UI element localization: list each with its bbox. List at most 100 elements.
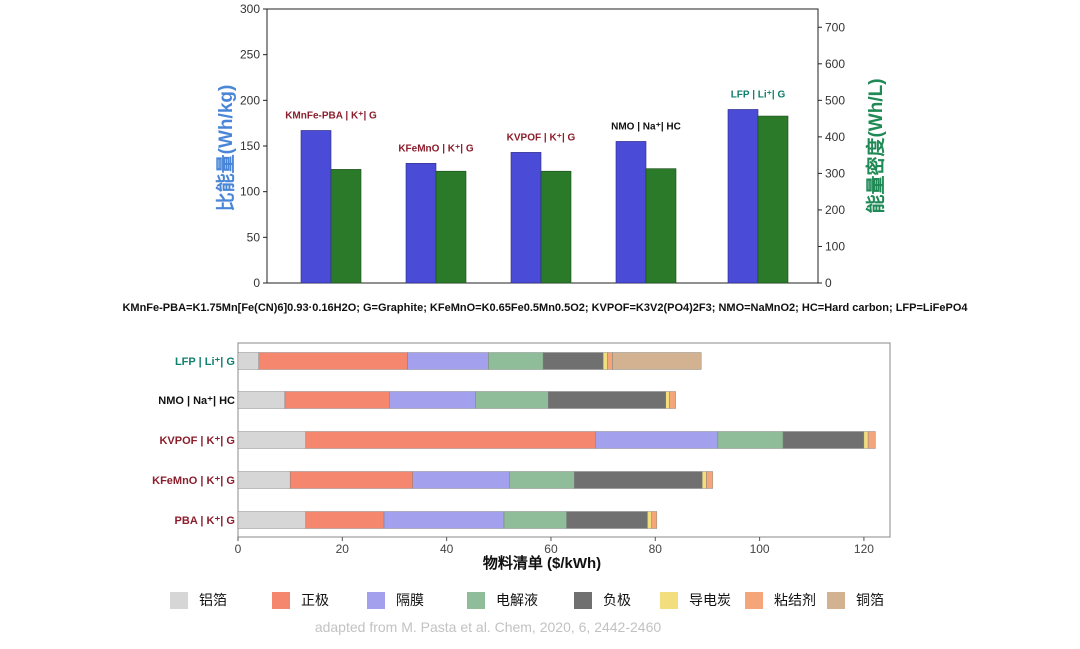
y2-tick-label: 100 — [825, 239, 845, 253]
stack-segment — [488, 352, 544, 370]
stack-segment — [782, 431, 865, 449]
stack-segment — [237, 511, 307, 529]
footnote: KMnFe-PBA=K1.75Mn[Fe(CN)6]0.93·0.16H2O; … — [122, 302, 968, 314]
y-tick-label: 300 — [240, 2, 260, 16]
category-label: KMnFe-PBA | K⁺| G — [285, 110, 377, 121]
category-label: PBA | K⁺| G — [175, 515, 235, 527]
x-tick-label: 80 — [649, 542, 663, 556]
y2-tick-label: 400 — [825, 130, 845, 144]
bar-energy-density — [330, 169, 362, 284]
x-tick-label: 0 — [235, 542, 242, 556]
y-tick-label: 100 — [240, 185, 260, 199]
stack-segment — [647, 511, 652, 529]
credit-text: adapted from M. Pasta et al. Chem, 2020,… — [315, 619, 662, 635]
bar-specific-energy — [510, 152, 542, 284]
stack-segment — [475, 391, 549, 409]
legend-label: 铜箔 — [856, 592, 884, 608]
y-tick-label: 200 — [240, 93, 260, 107]
stack-segment — [669, 391, 676, 409]
legend-label: 负极 — [603, 592, 631, 608]
y-tick-label: 150 — [240, 139, 260, 153]
y2-tick-label: 200 — [825, 203, 845, 217]
legend-swatch — [367, 592, 385, 609]
stack-segment — [503, 511, 567, 529]
stack-segment — [574, 471, 703, 489]
y2-tick-label: 600 — [825, 57, 845, 71]
stack-segment — [237, 471, 291, 489]
stack-segment — [258, 352, 408, 370]
stack-segment — [237, 391, 286, 409]
y2-tick-label: 500 — [825, 93, 845, 107]
stack-segment — [706, 471, 713, 489]
stack-segment — [389, 391, 476, 409]
category-label: KVPOF | K⁺| G — [507, 132, 576, 143]
cost-chart: 0 20 40 60 80 100 120 物料清单 ($/kWh) LFP | Li⁺| G N… — [152, 342, 891, 572]
stack-segment — [612, 352, 702, 370]
legend-label: 隔膜 — [396, 592, 424, 608]
stack-segment — [509, 471, 575, 489]
category-label: NMO | Na⁺| HC — [158, 395, 235, 407]
y2-axis-label: 能量密度(Wh/L) — [864, 78, 887, 213]
category-label: KFeMnO | K⁺| G — [152, 475, 235, 487]
x-tick-label: 20 — [336, 542, 350, 556]
bar-energy-density — [645, 168, 677, 284]
y2-tick-label: 300 — [825, 166, 845, 180]
stack-segment — [566, 511, 648, 529]
legend: 铝箔 正极 隔膜 电解液 负极 导电炭 粘结剂 铜箔 — [170, 592, 884, 609]
bar-specific-energy — [405, 163, 437, 284]
stack-segment — [383, 511, 505, 529]
y2-tick-label: 700 — [825, 20, 845, 34]
stack-segment — [284, 391, 390, 409]
stack-segment — [305, 511, 385, 529]
bar-energy-density — [435, 170, 467, 284]
category-label: KFeMnO | K⁺| G — [398, 143, 474, 154]
legend-swatch — [272, 592, 290, 609]
legend-label: 导电炭 — [689, 592, 731, 608]
stack-segment — [305, 431, 596, 449]
x-tick-label: 40 — [440, 542, 454, 556]
stack-segment — [651, 511, 658, 529]
legend-swatch — [574, 592, 592, 609]
category-label: NMO | Na⁺| HC — [611, 121, 681, 132]
bar-specific-energy — [300, 130, 332, 284]
x-tick-label: 60 — [544, 542, 558, 556]
legend-label: 电解液 — [496, 592, 538, 608]
y-tick-label: 0 — [253, 276, 260, 290]
legend-label: 正极 — [301, 592, 329, 608]
stack-segment — [237, 431, 307, 449]
category-label: LFP | Li⁺| G — [175, 356, 235, 368]
stack-segment — [542, 352, 604, 370]
legend-swatch — [827, 592, 845, 609]
bar-specific-energy — [727, 109, 759, 284]
stack-segment — [867, 431, 876, 449]
stack-segment — [289, 471, 413, 489]
stack-segment — [702, 471, 707, 489]
stack-segment — [607, 352, 613, 370]
bar-energy-density — [540, 170, 572, 284]
x-axis-label: 物料清单 ($/kWh) — [483, 554, 601, 572]
stack-segment — [412, 471, 510, 489]
x-tick-label: 100 — [750, 542, 770, 556]
y-axis-label: 比能量(Wh/kg) — [214, 85, 237, 212]
stack-segment — [407, 352, 489, 370]
stack-segment — [548, 391, 666, 409]
legend-label: 粘结剂 — [774, 592, 816, 608]
stack-segment — [237, 352, 260, 370]
energy-chart: 0 50 100 150 200 250 300 0 100 200 300 400 500 600 700… — [214, 2, 887, 290]
legend-label: 铝箔 — [199, 592, 227, 608]
stack-segment — [602, 352, 608, 370]
category-label: KVPOF | K⁺| G — [159, 435, 235, 447]
stack-segment — [863, 431, 869, 449]
bar-specific-energy — [615, 141, 647, 284]
stack-segment — [717, 431, 784, 449]
legend-swatch — [745, 592, 763, 609]
legend-swatch — [170, 592, 188, 609]
bar-energy-density — [757, 115, 789, 284]
y-tick-label: 250 — [240, 48, 260, 62]
stack-segment — [665, 391, 670, 409]
legend-swatch — [467, 592, 485, 609]
category-label: LFP | Li⁺| G — [731, 89, 786, 100]
legend-swatch — [660, 592, 678, 609]
x-tick-label: 120 — [854, 542, 874, 556]
